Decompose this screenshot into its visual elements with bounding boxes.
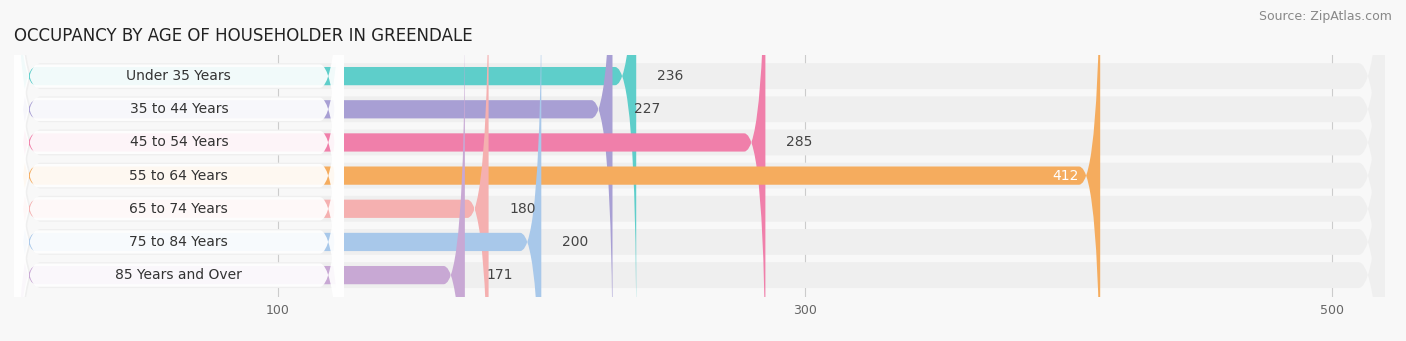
FancyBboxPatch shape: [14, 0, 1385, 341]
FancyBboxPatch shape: [14, 0, 1385, 341]
Text: 227: 227: [634, 102, 659, 116]
FancyBboxPatch shape: [14, 0, 343, 341]
FancyBboxPatch shape: [14, 0, 343, 341]
FancyBboxPatch shape: [14, 0, 1385, 341]
FancyBboxPatch shape: [14, 0, 1385, 341]
Text: 65 to 74 Years: 65 to 74 Years: [129, 202, 228, 216]
FancyBboxPatch shape: [14, 0, 489, 341]
FancyBboxPatch shape: [14, 0, 343, 341]
Text: 285: 285: [786, 135, 813, 149]
Text: 180: 180: [510, 202, 536, 216]
FancyBboxPatch shape: [14, 0, 541, 341]
FancyBboxPatch shape: [14, 0, 1101, 341]
Text: 45 to 54 Years: 45 to 54 Years: [129, 135, 228, 149]
FancyBboxPatch shape: [14, 0, 613, 341]
FancyBboxPatch shape: [14, 0, 1385, 341]
Text: 85 Years and Over: 85 Years and Over: [115, 268, 242, 282]
FancyBboxPatch shape: [14, 0, 343, 341]
FancyBboxPatch shape: [14, 0, 343, 341]
Text: 412: 412: [1053, 168, 1080, 183]
FancyBboxPatch shape: [14, 19, 465, 341]
Text: Source: ZipAtlas.com: Source: ZipAtlas.com: [1258, 10, 1392, 23]
Text: 35 to 44 Years: 35 to 44 Years: [129, 102, 228, 116]
FancyBboxPatch shape: [14, 0, 1385, 341]
Text: Under 35 Years: Under 35 Years: [127, 69, 231, 83]
FancyBboxPatch shape: [14, 0, 343, 341]
FancyBboxPatch shape: [14, 0, 765, 341]
Text: 55 to 64 Years: 55 to 64 Years: [129, 168, 228, 183]
FancyBboxPatch shape: [14, 0, 343, 341]
FancyBboxPatch shape: [14, 0, 637, 332]
Text: 75 to 84 Years: 75 to 84 Years: [129, 235, 228, 249]
Text: OCCUPANCY BY AGE OF HOUSEHOLDER IN GREENDALE: OCCUPANCY BY AGE OF HOUSEHOLDER IN GREEN…: [14, 27, 472, 45]
FancyBboxPatch shape: [14, 0, 1385, 341]
Text: 200: 200: [562, 235, 589, 249]
Text: 236: 236: [658, 69, 683, 83]
Text: 171: 171: [486, 268, 512, 282]
